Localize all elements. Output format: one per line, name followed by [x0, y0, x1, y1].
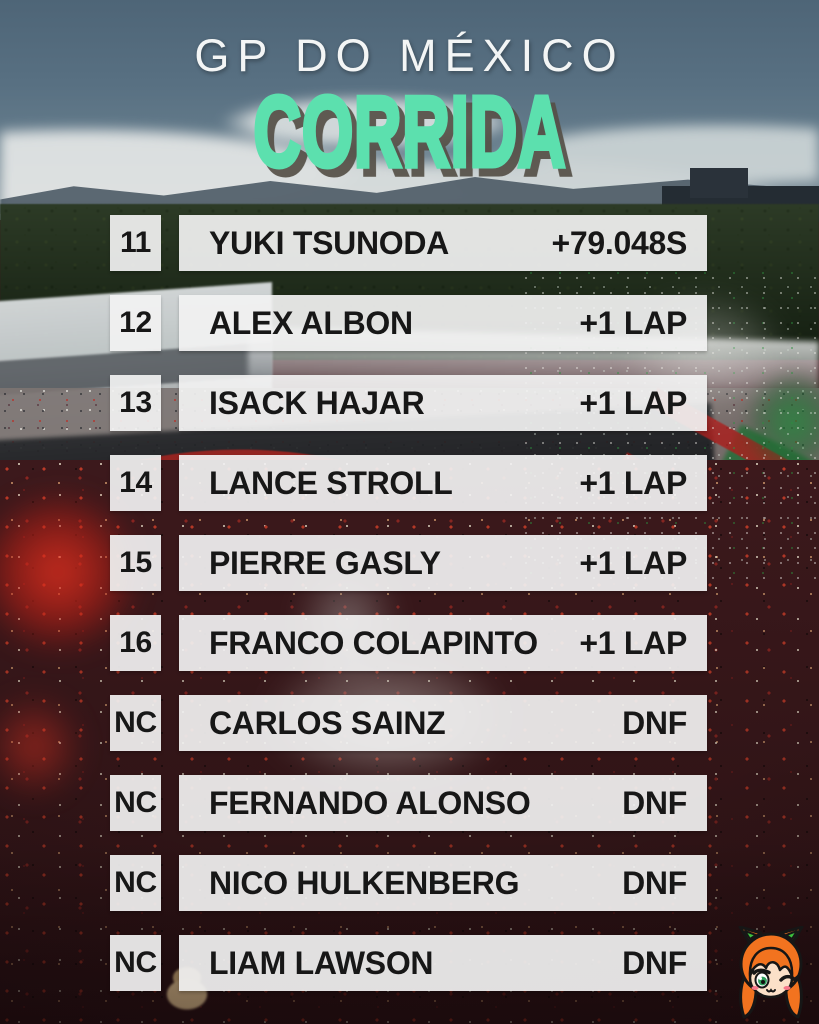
result-card: ISACK HAJAR +1 LAP: [179, 375, 707, 431]
position-label: NC: [114, 706, 157, 739]
session-title-wrap: CORRIDA: [0, 76, 819, 188]
result-row: NC CARLOS SAINZ DNF: [110, 695, 707, 751]
position-badge: NC: [110, 935, 161, 991]
result-row: 13 ISACK HAJAR +1 LAP: [110, 375, 707, 431]
result-row: NC FERNANDO ALONSO DNF: [110, 775, 707, 831]
result-card: LANCE STROLL +1 LAP: [179, 455, 707, 511]
result-card: LIAM LAWSON DNF: [179, 935, 707, 991]
driver-name: YUKI TSUNODA: [209, 224, 449, 261]
result-value: DNF: [622, 704, 687, 741]
position-badge: 15: [110, 535, 161, 591]
results-table: 11 YUKI TSUNODA +79.048S 12 ALEX ALBON +…: [110, 215, 707, 991]
result-card: YUKI TSUNODA +79.048S: [179, 215, 707, 271]
position-label: NC: [114, 866, 157, 899]
position-badge: 11: [110, 215, 161, 271]
result-card: CARLOS SAINZ DNF: [179, 695, 707, 751]
fox-girl-mascot-icon: [738, 926, 804, 1019]
position-label: 11: [119, 226, 152, 259]
result-row: 11 YUKI TSUNODA +79.048S: [110, 215, 707, 271]
result-value: +1 LAP: [579, 304, 687, 341]
driver-name: PIERRE GASLY: [209, 544, 441, 581]
result-row: 16 FRANCO COLAPINTO +1 LAP: [110, 615, 707, 671]
result-value: DNF: [622, 784, 687, 821]
result-value: +1 LAP: [579, 384, 687, 421]
position-label: 16: [119, 626, 152, 659]
driver-name: LIAM LAWSON: [209, 944, 434, 981]
bg-buildings: [690, 168, 748, 198]
driver-name: FERNANDO ALONSO: [209, 784, 531, 821]
result-row: 15 PIERRE GASLY +1 LAP: [110, 535, 707, 591]
position-badge: NC: [110, 695, 161, 751]
position-label: 15: [119, 546, 152, 579]
result-value: +79.048S: [551, 224, 687, 261]
driver-name: LANCE STROLL: [209, 464, 453, 501]
position-badge: 13: [110, 375, 161, 431]
position-label: NC: [114, 786, 157, 819]
result-row: NC NICO HULKENBERG DNF: [110, 855, 707, 911]
position-label: 14: [119, 466, 152, 499]
position-badge: NC: [110, 775, 161, 831]
session-title: CORRIDA: [252, 76, 567, 188]
result-value: +1 LAP: [579, 544, 687, 581]
result-row: NC LIAM LAWSON DNF: [110, 935, 707, 991]
result-card: PIERRE GASLY +1 LAP: [179, 535, 707, 591]
position-badge: 12: [110, 295, 161, 351]
result-card: FRANCO COLAPINTO +1 LAP: [179, 615, 707, 671]
result-value: DNF: [622, 864, 687, 901]
result-value: +1 LAP: [579, 624, 687, 661]
driver-name: NICO HULKENBERG: [209, 864, 520, 901]
driver-name: ALEX ALBON: [209, 304, 413, 341]
result-value: +1 LAP: [579, 464, 687, 501]
result-card: NICO HULKENBERG DNF: [179, 855, 707, 911]
result-card: ALEX ALBON +1 LAP: [179, 295, 707, 351]
position-label: 12: [119, 306, 152, 339]
result-row: 14 LANCE STROLL +1 LAP: [110, 455, 707, 511]
result-row: 12 ALEX ALBON +1 LAP: [110, 295, 707, 351]
position-badge: 16: [110, 615, 161, 671]
result-card: FERNANDO ALONSO DNF: [179, 775, 707, 831]
driver-name: ISACK HAJAR: [209, 384, 425, 421]
driver-name: FRANCO COLAPINTO: [209, 624, 538, 661]
event-title: GP DO MÉXICO: [194, 30, 625, 81]
result-value: DNF: [622, 944, 687, 981]
position-badge: NC: [110, 855, 161, 911]
position-label: NC: [114, 946, 157, 979]
driver-name: CARLOS SAINZ: [209, 704, 446, 741]
position-label: 13: [119, 386, 152, 419]
position-badge: 14: [110, 455, 161, 511]
